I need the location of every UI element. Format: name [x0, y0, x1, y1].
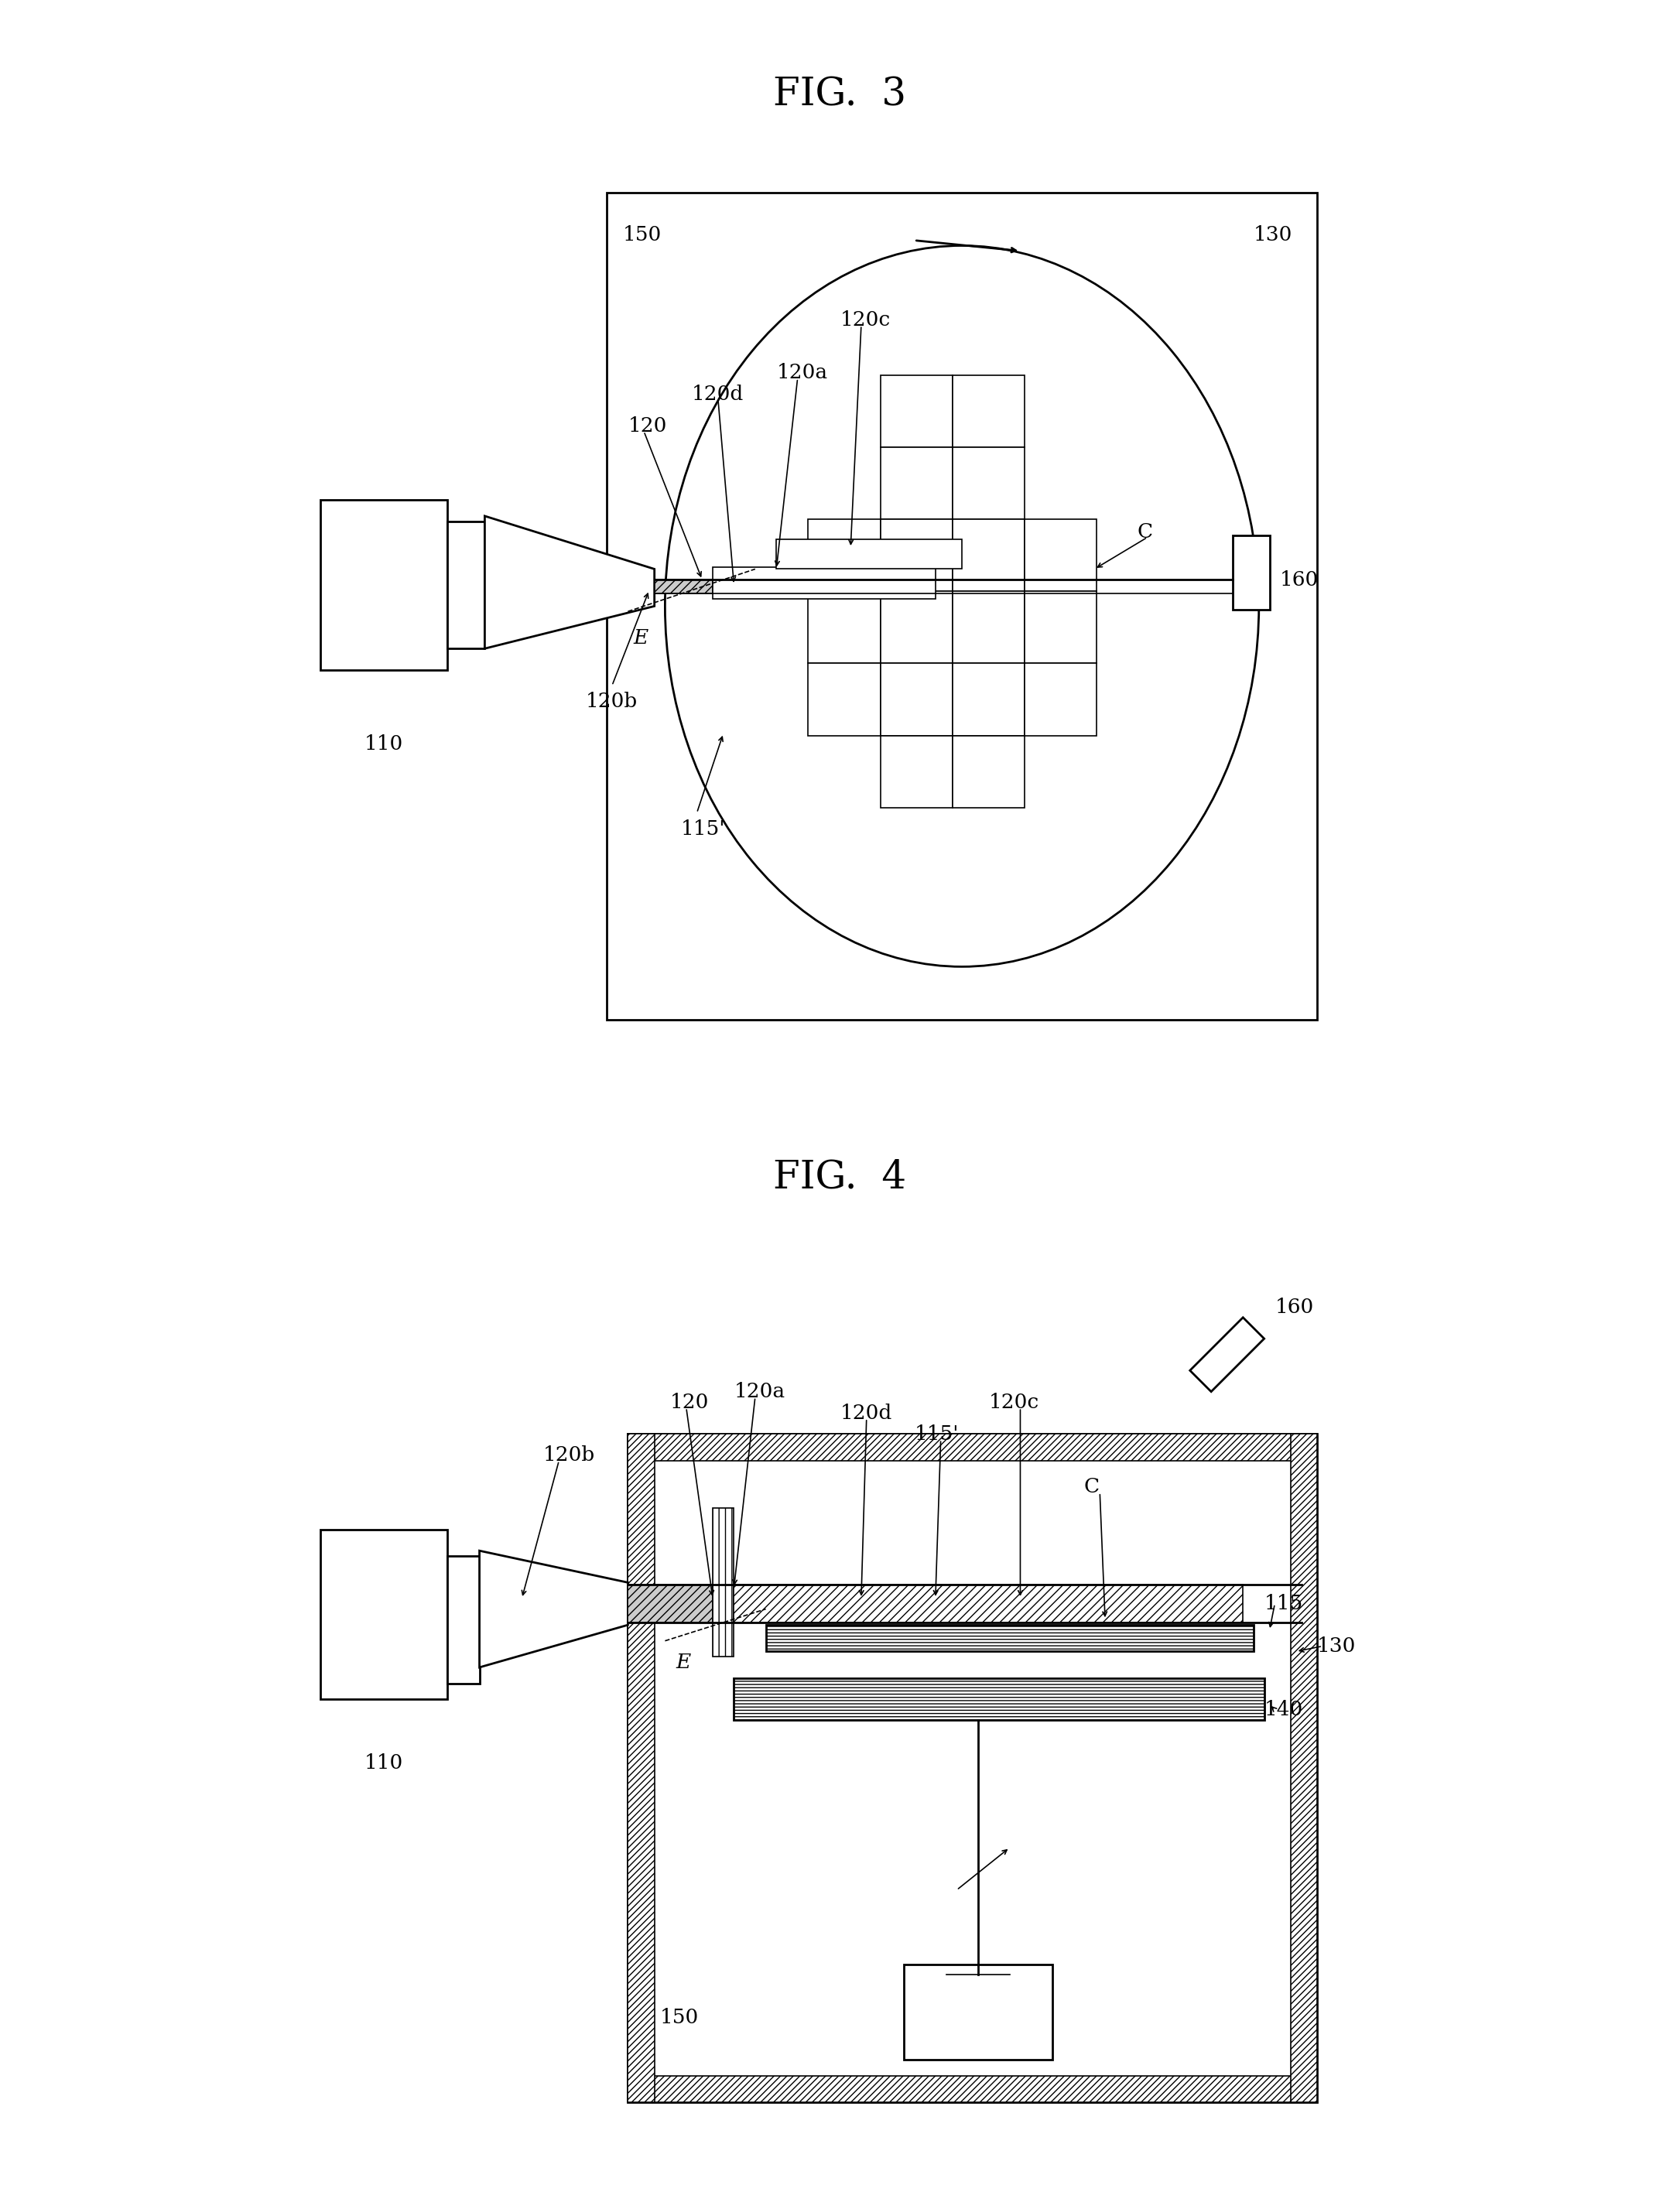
- Bar: [953, 519, 1025, 592]
- Text: 110: 110: [365, 733, 403, 753]
- Text: 120a: 120a: [734, 1383, 785, 1401]
- Bar: [628, 2076, 1317, 2103]
- Bar: [447, 521, 486, 649]
- Bar: [766, 1626, 1253, 1652]
- Text: C: C: [1084, 1478, 1099, 1498]
- Bar: [734, 1679, 1263, 1721]
- Text: 140: 140: [1263, 1701, 1304, 1719]
- Bar: [953, 592, 1025, 663]
- Ellipse shape: [665, 245, 1258, 968]
- Text: 120: 120: [628, 415, 667, 435]
- Text: 120: 120: [670, 1392, 709, 1412]
- Bar: [880, 446, 953, 519]
- Bar: [776, 539, 963, 570]
- Bar: [880, 736, 953, 808]
- Bar: [904, 1964, 1052, 2059]
- Text: 150: 150: [660, 2008, 699, 2028]
- Bar: [953, 663, 1025, 736]
- Text: FIG.  3: FIG. 3: [773, 75, 907, 115]
- Text: 120d: 120d: [692, 384, 744, 404]
- Text: E: E: [633, 627, 648, 647]
- Bar: [953, 376, 1025, 446]
- Bar: [628, 1434, 1317, 2103]
- Text: E: E: [675, 1652, 690, 1672]
- Bar: [1025, 592, 1097, 663]
- Polygon shape: [486, 517, 655, 649]
- Text: 115: 115: [1263, 1595, 1304, 1613]
- Polygon shape: [479, 1551, 628, 1668]
- Polygon shape: [1189, 1317, 1263, 1392]
- Bar: [1025, 663, 1097, 736]
- Bar: [880, 376, 953, 446]
- Bar: [953, 446, 1025, 519]
- Text: 130: 130: [1253, 225, 1292, 245]
- Text: 120b: 120b: [543, 1445, 595, 1465]
- Text: 160: 160: [1280, 570, 1319, 590]
- Bar: [880, 592, 953, 663]
- Bar: [447, 1555, 479, 1683]
- Bar: [606, 192, 1317, 1021]
- Bar: [628, 1584, 712, 1624]
- Bar: [321, 499, 447, 669]
- Bar: [712, 568, 936, 599]
- Text: 110: 110: [365, 1754, 403, 1772]
- Text: FIG.  4: FIG. 4: [773, 1158, 907, 1197]
- Text: 115': 115': [680, 820, 726, 839]
- Text: 120c: 120c: [988, 1392, 1038, 1412]
- Text: 130: 130: [1317, 1637, 1356, 1657]
- Bar: [808, 592, 880, 663]
- Text: 150: 150: [623, 225, 662, 245]
- Bar: [953, 736, 1025, 808]
- Bar: [880, 519, 953, 592]
- Bar: [712, 1509, 734, 1657]
- Bar: [1290, 1434, 1317, 2103]
- Bar: [628, 1434, 1317, 1460]
- Text: C: C: [1137, 521, 1152, 541]
- Text: 160: 160: [1275, 1297, 1314, 1317]
- Bar: [734, 1584, 1243, 1624]
- Text: 120c: 120c: [840, 309, 890, 329]
- Bar: [808, 663, 880, 736]
- Text: 115': 115': [914, 1425, 959, 1445]
- Bar: [321, 1529, 447, 1699]
- Bar: [655, 579, 712, 594]
- Bar: [1025, 519, 1097, 592]
- Bar: [880, 663, 953, 736]
- Bar: [808, 519, 880, 592]
- Text: 120a: 120a: [776, 362, 828, 382]
- Bar: [1233, 535, 1270, 610]
- Text: 120d: 120d: [840, 1403, 892, 1423]
- Bar: [628, 1434, 655, 2103]
- Text: 120b: 120b: [586, 691, 637, 711]
